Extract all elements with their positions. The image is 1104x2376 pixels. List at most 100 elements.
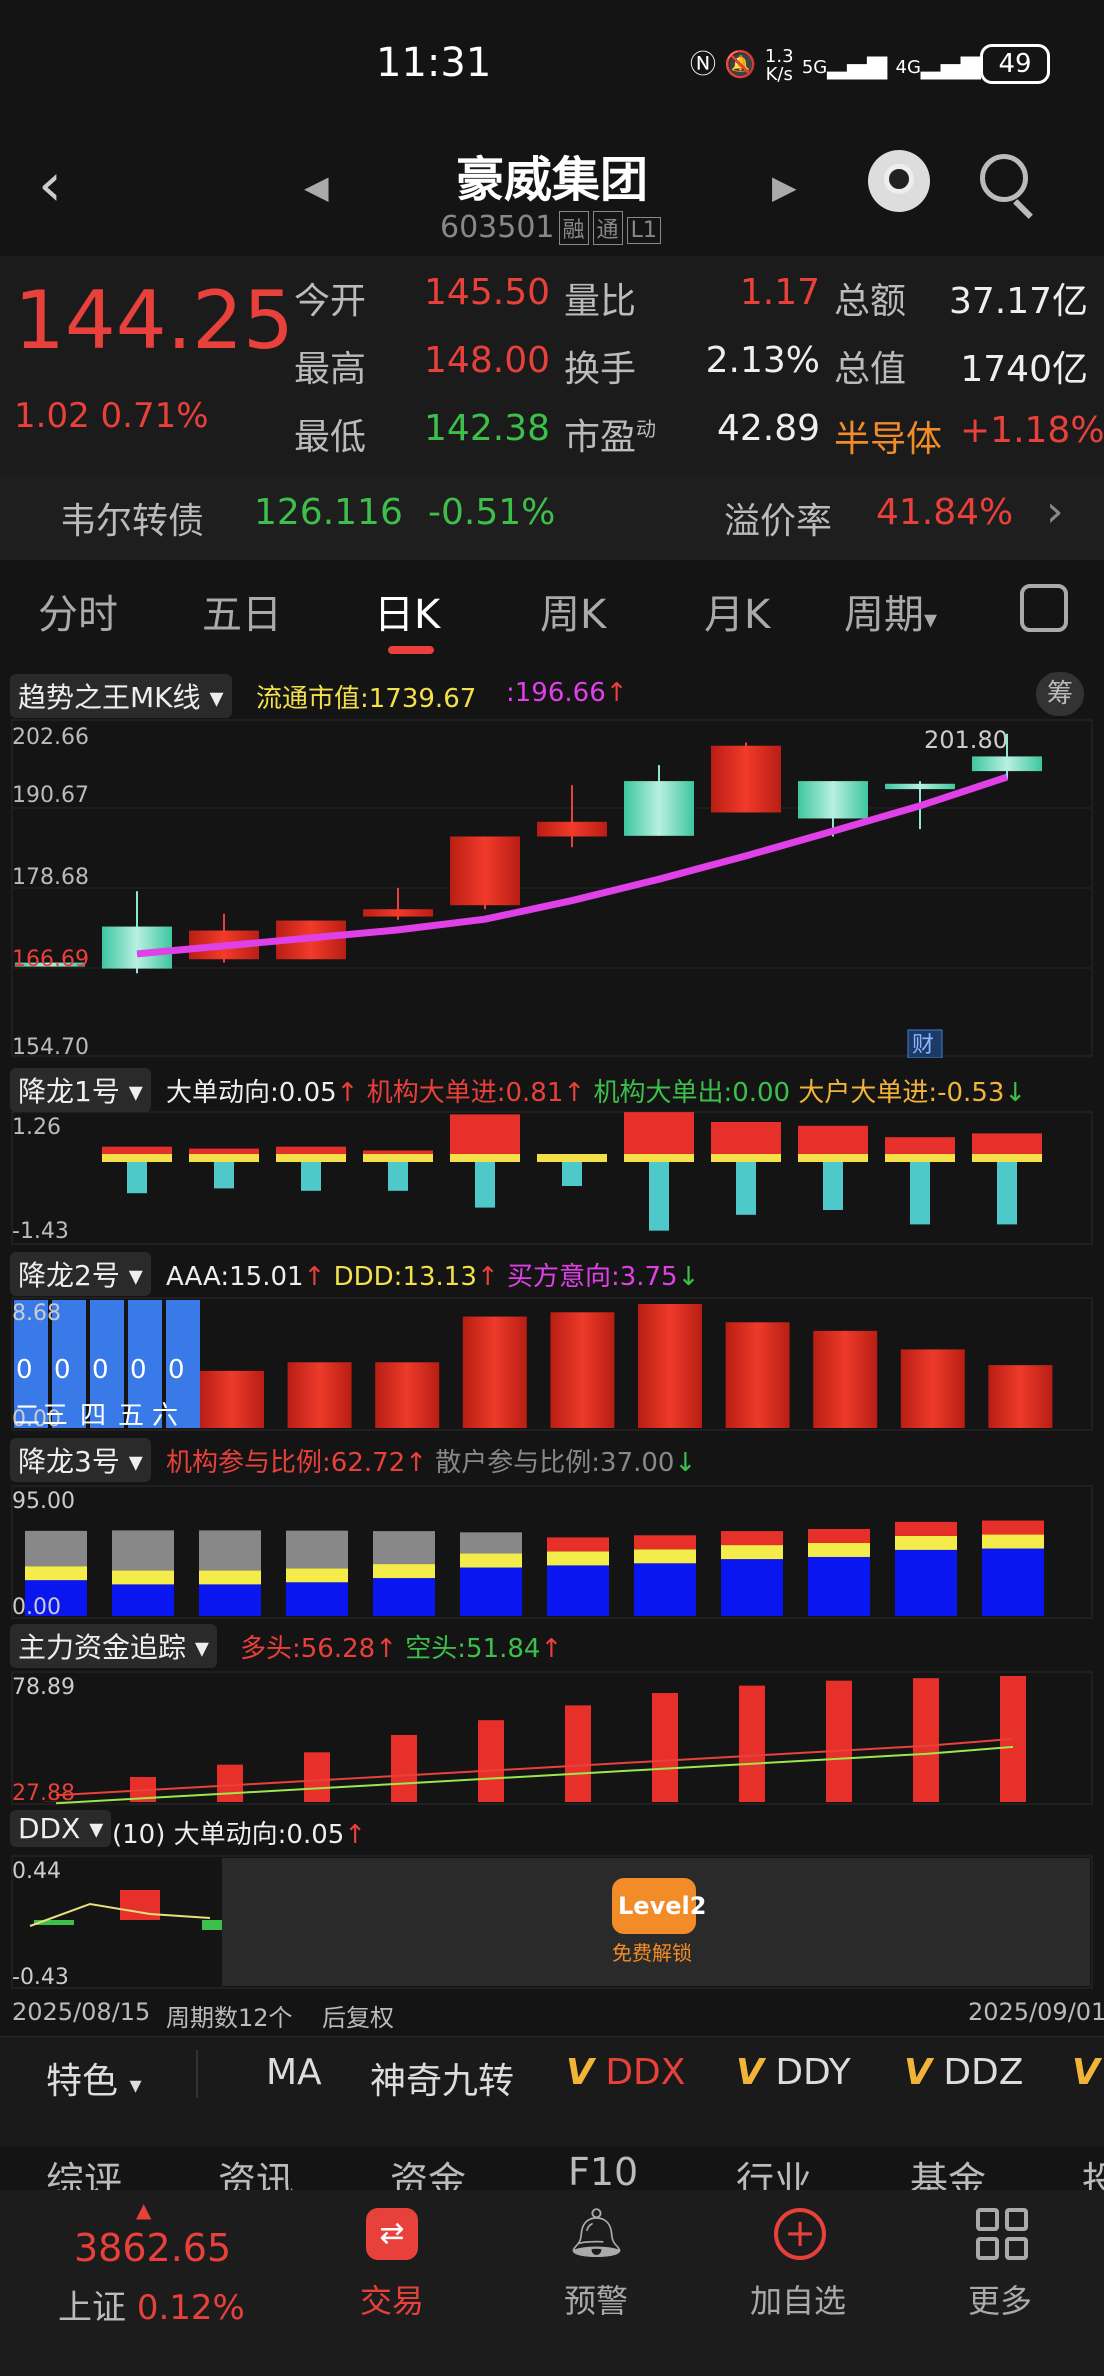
ind3-mid-1 (112, 1570, 174, 1585)
ind1-mid-9 (798, 1154, 868, 1162)
ind1-mid-8 (711, 1154, 781, 1162)
feature-ddx[interactable]: V DDX (566, 2052, 686, 2093)
ind2-day-1: 三 (42, 1401, 68, 1431)
cb-premium-label: 溢价率 (724, 501, 833, 542)
ind3-mid-10 (895, 1535, 957, 1550)
feature-bar (0, 2036, 1104, 2146)
ind5-values: (10) 大单动向:0.05↑ (112, 1820, 367, 1850)
nav-more[interactable]: 更多 (968, 2282, 1033, 2320)
ind1-select[interactable]: 降龙1号 ▾ (10, 1068, 151, 1112)
ind3-mid-11 (982, 1534, 1044, 1549)
nfc-icon: Ⓝ (690, 50, 717, 80)
ind3-chart: 95.00 0.00 (11, 1485, 1093, 1620)
candlestick-chart[interactable]: 202.66 190.67 178.68 166.69 154.70 201.8… (0, 718, 1104, 1058)
ind2-bar-1 (287, 1362, 352, 1428)
ind1-mid-11 (972, 1154, 1042, 1162)
nav-trade[interactable]: 交易 (360, 2282, 425, 2320)
finance-badge: 财 (912, 1033, 934, 1058)
adjust-mode[interactable]: 后复权 (322, 2004, 394, 2032)
ind3-ret-0 (25, 1530, 87, 1567)
start-date: 2025/08/15 (12, 1998, 151, 2026)
ind1-mid-3 (276, 1154, 346, 1162)
tab-intraday[interactable]: 分时 (38, 592, 118, 638)
ind1-down-2 (214, 1162, 234, 1189)
settings-hexagon-icon[interactable] (1020, 584, 1068, 632)
grid-menu-icon[interactable] (976, 2208, 1028, 2260)
feature-ma[interactable]: MA (266, 2052, 322, 2093)
prev-stock-button[interactable]: ◀ (304, 168, 329, 206)
main-indicator-select[interactable]: 趋势之王MK线 ▾ (10, 674, 232, 718)
tab-period[interactable]: 周期▾ (844, 592, 938, 638)
trade-icon[interactable]: ⇄ (366, 2208, 418, 2260)
ind1-down-3 (301, 1162, 321, 1191)
ind1-down-8 (736, 1162, 756, 1215)
tab-monthly-k[interactable]: 月K (704, 592, 771, 638)
net-speed: 1.3 K/s (764, 45, 794, 85)
ind4-bar-9 (826, 1680, 852, 1802)
candle-body-10 (885, 783, 955, 790)
ind4-select[interactable]: 主力资金追踪 ▾ (10, 1624, 217, 1668)
ind2-day-2: 四 (80, 1401, 106, 1431)
ind2-select[interactable]: 降龙2号 ▾ (10, 1252, 151, 1296)
chevron-right-icon[interactable]: › (1046, 486, 1064, 537)
ind3-ret-11 (982, 1520, 1044, 1535)
unlock-text: 免费解锁 (612, 1941, 692, 1965)
convert-bond-row[interactable] (0, 476, 1104, 560)
tab-weekly-k[interactable]: 周K (540, 592, 607, 638)
ind3-mid-7 (634, 1549, 696, 1564)
trend-line (136, 773, 1009, 958)
ind3-inst-4 (373, 1578, 435, 1616)
ind5-y-bottom: -0.43 (12, 1965, 69, 1990)
ind3-ret-1 (112, 1530, 174, 1571)
open-label: 今开 (294, 281, 367, 322)
ind3-mid-8 (721, 1545, 783, 1560)
y-tick-3: 166.69 (12, 947, 89, 972)
status-icons: Ⓝ 🔕 1.3 K/s 5G▂▄▆ 4G▂▄▆ (690, 44, 981, 84)
ind3-mid-9 (808, 1542, 870, 1557)
ddx-line (29, 1902, 211, 1927)
ind2-digit-0: 0 (16, 1355, 33, 1385)
low-label: 最低 (294, 417, 367, 458)
feature-more-v[interactable]: V (1072, 2052, 1100, 2093)
ind5-select[interactable]: DDX ▾ (10, 1810, 112, 1847)
feature-ddz[interactable]: V DDZ (904, 2052, 1024, 2093)
ind2-day-3: 五 (118, 1401, 144, 1431)
add-watchlist-icon[interactable]: + (774, 2208, 826, 2260)
tab-five-day[interactable]: 五日 (202, 592, 282, 638)
ind1-mid-6 (537, 1154, 607, 1162)
ind2-y-bottom: 0.00 (12, 1407, 61, 1432)
search-icon[interactable] (980, 154, 1028, 202)
feature-nine-turn[interactable]: 神奇九转 (370, 2061, 515, 2102)
sector-name[interactable]: 半导体 (834, 419, 943, 460)
ind4-chart: 78.89 27.88 (11, 1671, 1093, 1806)
bottom-nav (0, 2190, 1104, 2376)
feature-menu[interactable]: 特色 ▾ (46, 2061, 142, 2102)
ind3-ret-7 (634, 1535, 696, 1550)
back-button[interactable]: ‹ (38, 150, 62, 220)
tab-daily-k[interactable]: 日K (374, 592, 441, 638)
open-value: 145.50 (424, 272, 550, 313)
candle-body-7 (624, 781, 694, 836)
ind4-bar-3 (304, 1752, 330, 1802)
index-value[interactable]: 3862.65 (74, 2226, 232, 2270)
feature-ddy[interactable]: V DDY (736, 2052, 851, 2093)
index-info[interactable]: 上证 0.12% (58, 2288, 245, 2328)
next-stock-button[interactable]: ▶ (772, 168, 797, 206)
info-tab-f10[interactable]: F10 (568, 2150, 639, 2194)
ind3-ret-5 (460, 1532, 522, 1554)
caret-down-icon: ▾ (209, 681, 224, 714)
nav-add-watchlist[interactable]: 加自选 (750, 2282, 847, 2320)
ind1-up-5 (450, 1114, 520, 1160)
ind3-mid-3 (286, 1568, 348, 1583)
candle-body-8 (711, 745, 781, 813)
bell-icon[interactable]: 🔔︎ (566, 2205, 627, 2261)
ind3-ret-10 (895, 1521, 957, 1536)
candle-body-6 (537, 821, 607, 837)
chip-distribution-button[interactable]: 筹 (1036, 672, 1084, 716)
ind1-down-9 (823, 1162, 843, 1210)
ind3-select[interactable]: 降龙3号 ▾ (10, 1438, 151, 1482)
nav-alert[interactable]: 预警 (564, 2282, 629, 2320)
quote-panel (0, 256, 1104, 476)
clock: 11:31 (376, 40, 492, 86)
high-label: 最高 (294, 349, 367, 390)
